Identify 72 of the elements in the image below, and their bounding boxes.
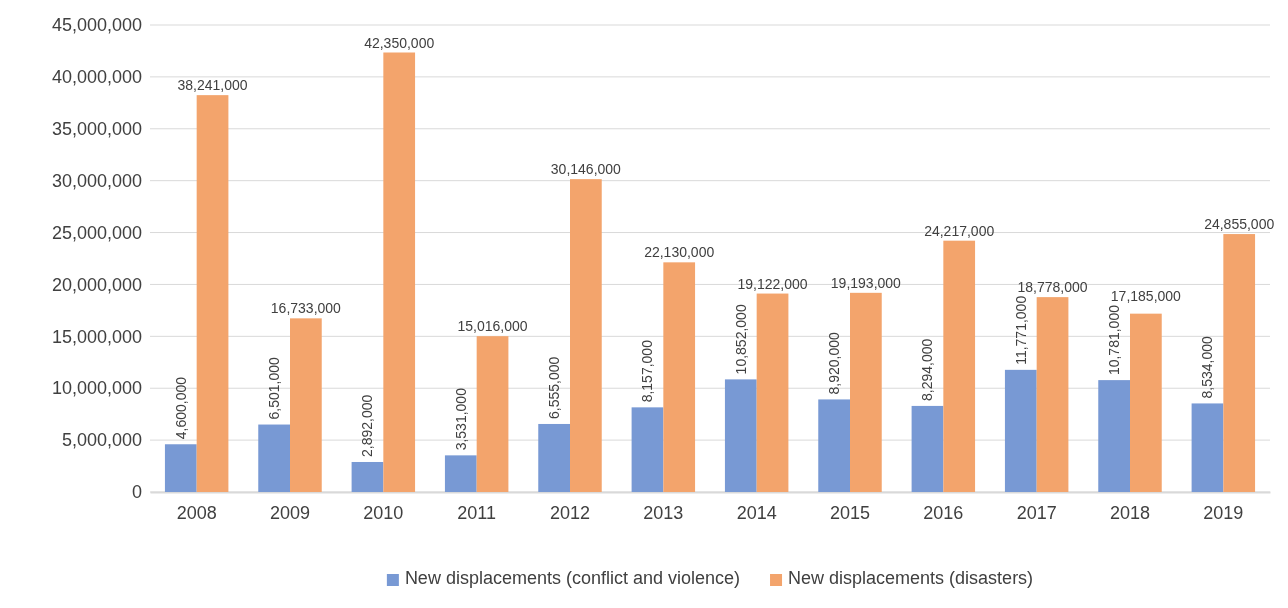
- x-tick-label: 2008: [176, 502, 217, 523]
- bar: [943, 240, 976, 492]
- bar: [911, 405, 944, 492]
- bar: [1130, 313, 1162, 492]
- data-label: 22,130,000: [644, 244, 715, 261]
- data-label: 38,241,000: [177, 77, 248, 94]
- x-tick-label: 2019: [1203, 502, 1244, 523]
- bar: [850, 292, 882, 492]
- y-tick-label: 40,000,000: [51, 67, 142, 88]
- legend-label: New displacements (conflict and violence): [404, 568, 741, 588]
- data-label: 18,778,000: [1017, 278, 1088, 295]
- data-label: 24,855,000: [1204, 216, 1275, 233]
- bar: [570, 179, 602, 492]
- bar: [724, 379, 757, 492]
- bar: [351, 461, 384, 492]
- data-label: 15,016,000: [457, 318, 528, 335]
- bar: [476, 336, 509, 492]
- bar: [1223, 234, 1256, 492]
- data-label: 8,534,000: [1199, 335, 1216, 399]
- data-label: 6,555,000: [546, 356, 563, 419]
- data-label: 17,185,000: [1110, 288, 1182, 305]
- x-tick-label: 2017: [1016, 502, 1057, 523]
- x-tick-label: 2012: [549, 502, 591, 523]
- y-tick-label: 0: [131, 482, 142, 503]
- bar: [663, 262, 696, 492]
- data-label: 24,217,000: [924, 222, 995, 239]
- y-tick-label: 35,000,000: [51, 119, 142, 140]
- legend-label: New displacements (disasters): [788, 568, 1034, 588]
- data-label: 11,771,000: [1012, 295, 1029, 365]
- x-tick-label: 2013: [643, 502, 684, 523]
- y-tick-label: 25,000,000: [51, 222, 142, 243]
- data-label: 10,781,000: [1106, 304, 1123, 376]
- bar: [1036, 297, 1069, 492]
- y-tick-label: 20,000,000: [51, 274, 142, 295]
- bar: [756, 293, 789, 492]
- bar: [818, 399, 850, 492]
- y-tick-label: 45,000,000: [51, 15, 142, 36]
- bar: [1191, 403, 1224, 492]
- y-tick-label: 15,000,000: [51, 326, 142, 347]
- data-label: 8,294,000: [919, 338, 936, 401]
- bar: [290, 318, 322, 492]
- x-tick-label: 2015: [829, 502, 871, 523]
- data-label: 42,350,000: [364, 34, 435, 51]
- y-tick-label: 5,000,000: [61, 430, 142, 451]
- data-label: 3,531,000: [452, 387, 469, 451]
- data-label: 4,600,000: [172, 376, 189, 440]
- data-label: 30,146,000: [550, 161, 622, 178]
- data-label: 19,193,000: [830, 274, 902, 291]
- x-tick-label: 2016: [923, 502, 964, 523]
- bar: [196, 95, 229, 492]
- y-tick-label: 10,000,000: [51, 378, 142, 399]
- bar: [538, 423, 570, 492]
- data-label: 19,122,000: [737, 275, 808, 292]
- y-tick-label: 30,000,000: [51, 170, 142, 191]
- bar: [1004, 369, 1037, 492]
- data-label: 8,157,000: [639, 339, 656, 403]
- bar: [258, 424, 290, 492]
- bar: [164, 444, 197, 492]
- x-tick-label: 2014: [736, 502, 777, 523]
- data-label: 16,733,000: [270, 300, 342, 317]
- x-tick-label: 2010: [363, 502, 404, 523]
- bar: [383, 52, 416, 492]
- data-label: 8,920,000: [826, 331, 843, 395]
- data-label: 6,501,000: [266, 357, 283, 420]
- bar: [631, 407, 664, 492]
- data-label: 2,892,000: [359, 394, 376, 457]
- data-label: 10,852,000: [732, 304, 749, 375]
- bar: [444, 455, 477, 492]
- x-tick-label: 2011: [457, 502, 497, 523]
- bar: [1098, 380, 1130, 492]
- x-tick-label: 2018: [1109, 502, 1151, 523]
- x-tick-label: 2009: [269, 502, 311, 523]
